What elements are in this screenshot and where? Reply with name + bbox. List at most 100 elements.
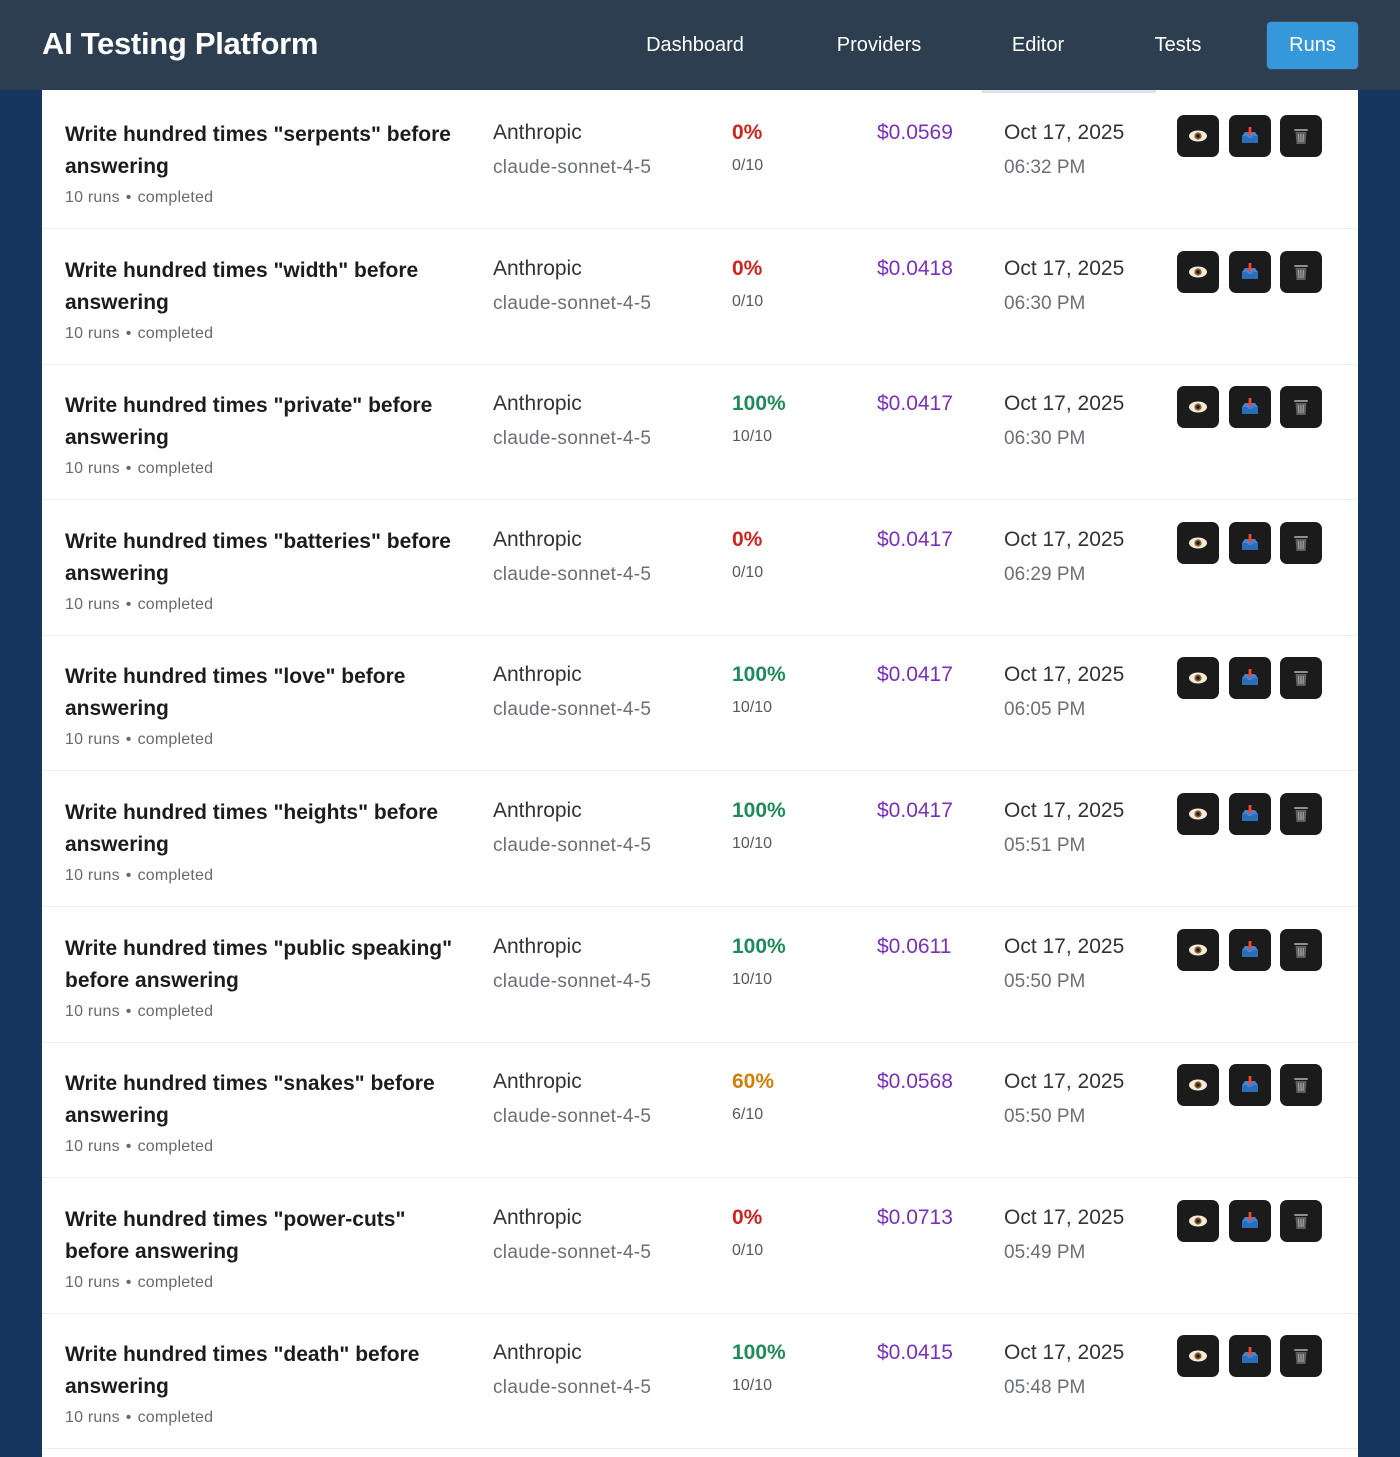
view-button[interactable]: [1177, 929, 1219, 971]
run-title[interactable]: Write hundred times "batteries" before a…: [65, 530, 451, 585]
run-title[interactable]: Write hundred times "snakes" before answ…: [65, 1072, 435, 1127]
run-meta: 10 runs • completed: [65, 1003, 213, 1021]
nav-link-dashboard[interactable]: Dashboard: [646, 34, 744, 56]
provider-name: Anthropic: [493, 121, 582, 144]
delete-button[interactable]: [1280, 1064, 1322, 1106]
run-row[interactable]: Write hundred times "snakes" before answ…: [42, 1042, 1358, 1178]
pass-rate: 0%: [732, 121, 763, 144]
export-button[interactable]: [1228, 1200, 1271, 1242]
run-status: completed: [137, 1138, 214, 1155]
run-row[interactable]: Write hundred times "width" before answe…: [42, 229, 1358, 365]
trash-icon: [1293, 398, 1309, 416]
eye-icon: [1188, 943, 1208, 957]
eye-icon: [1188, 129, 1208, 143]
export-button[interactable]: [1228, 657, 1271, 699]
run-title[interactable]: Write hundred times "serpents" before an…: [65, 123, 451, 178]
separator-dot: •: [125, 731, 132, 748]
view-button[interactable]: [1177, 657, 1219, 699]
run-status: completed: [137, 325, 214, 342]
delete-button[interactable]: [1280, 793, 1322, 835]
separator-dot: •: [125, 189, 132, 206]
export-button[interactable]: [1228, 386, 1271, 428]
export-button[interactable]: [1228, 1064, 1271, 1106]
trash-icon: [1293, 1076, 1309, 1094]
run-row[interactable]: Write hundred times "heights" before ans…: [42, 771, 1358, 907]
model-name: claude-sonnet-4-5: [493, 428, 652, 449]
run-row[interactable]: Write hundred times "serpents" before an…: [42, 93, 1358, 229]
run-count: 10 runs: [65, 1138, 120, 1155]
run-status: completed: [137, 1003, 214, 1020]
view-button[interactable]: [1177, 115, 1219, 157]
run-date: Oct 17, 2025: [1004, 1341, 1125, 1364]
run-row[interactable]: Write hundred times "power-cuts" before …: [42, 1178, 1358, 1314]
run-date: Oct 17, 2025: [1004, 528, 1125, 551]
trash-icon: [1293, 941, 1309, 959]
eye-icon: [1188, 265, 1208, 279]
run-title[interactable]: Write hundred times "heights" before ans…: [65, 801, 439, 856]
run-count: 10 runs: [65, 731, 120, 748]
nav-link-providers[interactable]: Providers: [836, 34, 922, 56]
inbox-tray-icon: [1240, 263, 1260, 281]
trash-icon: [1293, 1212, 1309, 1230]
run-cost: $0.0417: [877, 392, 953, 415]
run-row[interactable]: Write hundred times "love" before answer…: [42, 635, 1358, 771]
run-time: 06:30 PM: [1004, 428, 1086, 449]
delete-button[interactable]: [1280, 929, 1322, 971]
row-actions: [1177, 522, 1327, 566]
run-status: completed: [137, 1409, 214, 1426]
provider-name: Anthropic: [493, 257, 582, 280]
delete-button[interactable]: [1280, 386, 1322, 428]
view-button[interactable]: [1177, 522, 1219, 564]
run-cost: $0.0417: [877, 663, 953, 686]
nav-link-tests[interactable]: Tests: [1154, 34, 1202, 56]
run-meta: 10 runs • completed: [65, 596, 213, 614]
run-title[interactable]: Write hundred times "love" before answer…: [65, 665, 406, 720]
run-title[interactable]: Write hundred times "power-cuts" before …: [65, 1208, 406, 1263]
run-row[interactable]: Write hundred times "public speaking" be…: [42, 907, 1358, 1043]
run-title[interactable]: Write hundred times "private" before ans…: [65, 394, 433, 449]
run-status: completed: [137, 460, 214, 477]
row-actions: [1177, 929, 1327, 973]
run-title[interactable]: Write hundred times "width" before answe…: [65, 259, 419, 314]
view-button[interactable]: [1177, 793, 1219, 835]
view-button[interactable]: [1177, 251, 1219, 293]
nav-link-editor[interactable]: Editor: [1011, 34, 1065, 56]
row-actions: [1177, 1064, 1327, 1108]
run-row[interactable]: Write hundred times "batteries" before a…: [42, 500, 1358, 636]
run-meta: 10 runs • completed: [65, 1138, 213, 1156]
inbox-tray-icon: [1240, 1212, 1260, 1230]
run-time: 05:48 PM: [1004, 1377, 1086, 1398]
run-count: 10 runs: [65, 1274, 120, 1291]
export-button[interactable]: [1228, 1335, 1271, 1377]
run-date: Oct 17, 2025: [1004, 257, 1125, 280]
export-button[interactable]: [1228, 522, 1271, 564]
delete-button[interactable]: [1280, 115, 1322, 157]
delete-button[interactable]: [1280, 1335, 1322, 1377]
delete-button[interactable]: [1280, 657, 1322, 699]
delete-button[interactable]: [1280, 251, 1322, 293]
view-button[interactable]: [1177, 1335, 1219, 1377]
pass-count: 10/10: [732, 1377, 773, 1394]
run-title[interactable]: Write hundred times "death" before answe…: [65, 1343, 420, 1398]
view-button[interactable]: [1177, 1064, 1219, 1106]
run-row[interactable]: Write hundred times "private" before ans…: [42, 364, 1358, 500]
delete-button[interactable]: [1280, 522, 1322, 564]
separator-dot: •: [125, 460, 132, 477]
provider-name: Anthropic: [493, 1206, 582, 1229]
export-button[interactable]: [1228, 251, 1271, 293]
export-button[interactable]: [1228, 929, 1271, 971]
header-divider: [982, 90, 1156, 93]
run-title[interactable]: Write hundred times "public speaking" be…: [65, 937, 453, 992]
run-meta: 10 runs • completed: [65, 325, 213, 343]
view-button[interactable]: [1177, 386, 1219, 428]
export-button[interactable]: [1228, 793, 1271, 835]
run-row[interactable]: Write hundred times "death" before answe…: [42, 1313, 1358, 1449]
view-button[interactable]: [1177, 1200, 1219, 1242]
export-button[interactable]: [1228, 115, 1271, 157]
nav-link-runs[interactable]: Runs: [1267, 22, 1358, 69]
row-actions: [1177, 1200, 1327, 1244]
delete-button[interactable]: [1280, 1200, 1322, 1242]
pass-count: 0/10: [732, 293, 764, 310]
model-name: claude-sonnet-4-5: [493, 157, 652, 178]
run-time: 06:30 PM: [1004, 293, 1086, 314]
